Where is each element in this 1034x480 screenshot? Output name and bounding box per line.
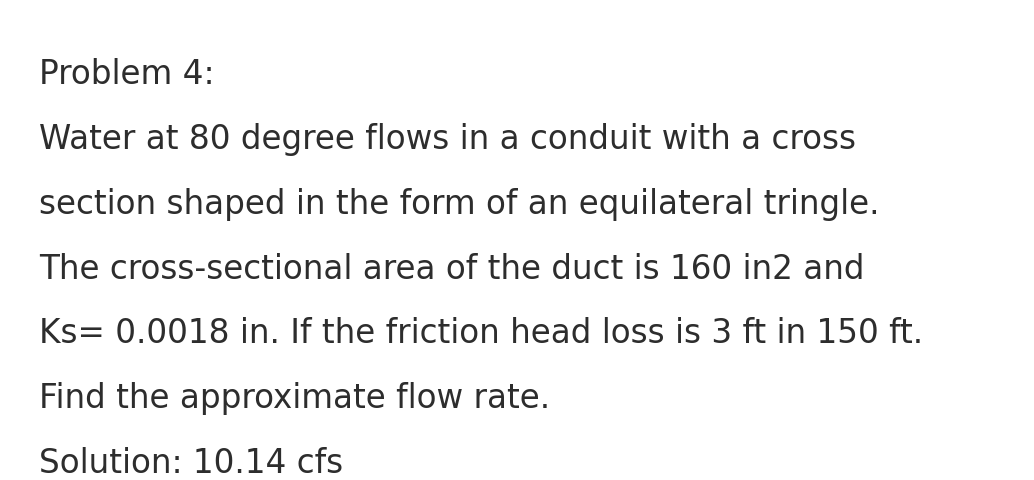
Text: Water at 80 degree flows in a conduit with a cross: Water at 80 degree flows in a conduit wi… [39,122,856,156]
Text: Find the approximate flow rate.: Find the approximate flow rate. [39,382,550,415]
Text: Solution: 10.14 cfs: Solution: 10.14 cfs [39,446,343,480]
Text: Problem 4:: Problem 4: [39,58,215,91]
Text: The cross-sectional area of the duct is 160 in2 and: The cross-sectional area of the duct is … [39,252,864,285]
Text: Ks= 0.0018 in. If the friction head loss is 3 ft in 150 ft.: Ks= 0.0018 in. If the friction head loss… [39,317,923,350]
Text: section shaped in the form of an equilateral tringle.: section shaped in the form of an equilat… [39,187,880,220]
